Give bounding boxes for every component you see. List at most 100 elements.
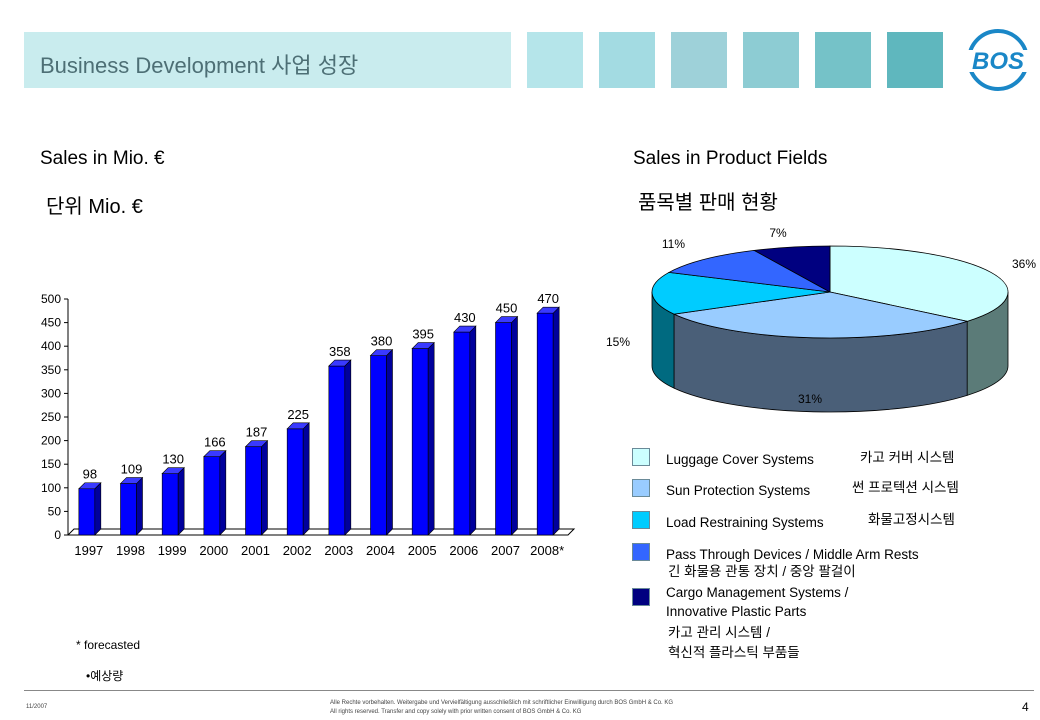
bar-side (302, 422, 310, 536)
bar-value-label: 109 (121, 462, 143, 477)
bar-side (219, 449, 227, 536)
legend-label-cargo-ko-line1: 카고 관리 시스템 / (668, 625, 770, 640)
bar-side (94, 482, 102, 536)
bar (495, 322, 512, 536)
legend-label-cargo-line2: Innovative Plastic Parts (666, 604, 807, 619)
bar-top (244, 440, 269, 448)
bar-side (344, 359, 352, 536)
y-tick-label: 150 (41, 457, 61, 471)
bar-value-label: 98 (83, 467, 97, 482)
legend-label-sun: Sun Protection Systems (666, 483, 811, 498)
pie-slice-label: 31% (798, 392, 822, 406)
bar-top (203, 450, 227, 457)
y-tick-label: 350 (41, 363, 61, 377)
footer-divider (24, 690, 1034, 691)
legend-swatch-load (632, 511, 650, 529)
pie-slice (651, 272, 831, 315)
x-tick-label: 2005 (408, 543, 437, 558)
y-tick-label: 50 (48, 504, 62, 518)
bar-top (369, 349, 394, 356)
bar-value-label: 225 (287, 407, 309, 422)
bar-value-label: 450 (496, 301, 518, 316)
bar-value-label: 380 (371, 334, 393, 349)
legend-label-pass: Pass Through Devices / Middle Arm Rests (666, 547, 919, 562)
bar-side (261, 440, 268, 536)
page-number: 4 (1022, 700, 1029, 714)
pie-slice-label: 7% (769, 226, 787, 240)
bar-side (177, 466, 185, 536)
bar-value-label: 358 (329, 344, 351, 359)
sales-bar-chart: 0 50 100 150 200 250 300 350 400 450 500 98 1997 109 1… (41, 291, 576, 558)
sales-heading: Sales in Mio. € (40, 148, 165, 169)
y-tick-label: 400 (41, 339, 61, 353)
bar (370, 355, 387, 536)
bos-logo: BOS (966, 29, 1030, 91)
x-tick-label: 1999 (158, 543, 187, 558)
pie-slice-label: 36% (1012, 257, 1036, 271)
legend-swatch-sun (632, 479, 650, 497)
legend-label-load-ko: 화물고정시스템 (868, 512, 955, 527)
bar-top (286, 422, 310, 430)
page-title: Business Development 사업 성장 (40, 53, 359, 78)
bar (536, 312, 554, 536)
bar-top (453, 325, 477, 333)
x-tick-label: 2002 (283, 543, 312, 558)
y-tick-label: 250 (41, 410, 61, 424)
bar-top (78, 482, 102, 490)
bar-top (328, 359, 352, 367)
x-tick-label: 2007 (491, 543, 520, 558)
footer-rights-en: All rights reserved. Transfer and copy s… (330, 709, 582, 715)
pie-slice (752, 245, 831, 293)
legend-label-luggage-ko: 카고 커버 시스템 (860, 450, 955, 465)
x-tick-label: 2001 (241, 543, 270, 558)
legend-label-pass-ko: 긴 화물용 관통 장치 / 중앙 팔걸이 (668, 564, 856, 579)
legend-label-luggage: Luggage Cover Systems (666, 452, 814, 467)
y-tick-label: 300 (41, 386, 61, 400)
pie-slice-label: 11% (662, 237, 685, 251)
bar-value-label: 470 (537, 291, 559, 306)
pie-slice (829, 245, 1009, 322)
bar-side (469, 325, 477, 536)
x-tick-label: 2008* (530, 543, 564, 558)
pie-slice (667, 249, 831, 293)
bos-logo-text: BOS (972, 48, 1024, 75)
legend-swatch-luggage (632, 448, 650, 466)
forecast-footnote-ko: •예상량 (86, 669, 124, 683)
x-tick-label: 1998 (116, 543, 145, 558)
title-bar (24, 32, 511, 88)
x-tick-label: 1997 (74, 543, 103, 558)
x-tick-label: 2003 (324, 543, 353, 558)
legend-label-load: Load Restraining Systems (666, 515, 824, 530)
x-tick-label: 2006 (449, 543, 478, 558)
legend-label-sun-ko: 썬 프로텍션 시스템 (852, 480, 959, 495)
y-tick-label: 200 (41, 434, 61, 448)
bar (286, 428, 304, 536)
product-fields-heading: Sales in Product Fields (633, 148, 828, 169)
legend-swatch-cargo (632, 588, 650, 606)
bar-side (511, 315, 518, 536)
bar (411, 348, 429, 536)
bar-top (536, 306, 560, 314)
legend-label-cargo-line1: Cargo Management Systems / (666, 585, 849, 600)
y-tick-label: 0 (54, 528, 61, 542)
bar-value-label: 187 (246, 425, 268, 440)
bar-side (427, 341, 435, 536)
bar-value-label: 166 (204, 435, 226, 450)
footer-date: 11/2007 (26, 704, 48, 710)
deco-block-5 (815, 32, 871, 88)
legend-swatch-pass (632, 543, 650, 561)
bar-value-label: 395 (412, 327, 434, 342)
bar-value-label: 430 (454, 310, 476, 325)
bar (453, 331, 471, 536)
y-tick-label: 500 (41, 292, 61, 306)
product-fields-heading-ko: 품목별 판매 현황 (638, 192, 778, 214)
bar-top (494, 316, 519, 323)
bar-side (552, 306, 560, 536)
bar (328, 365, 346, 536)
y-tick-label: 100 (41, 481, 61, 495)
bar-side (136, 476, 143, 536)
deco-block-2 (599, 32, 655, 88)
bar (245, 446, 262, 536)
deco-block-3 (671, 32, 727, 88)
deco-block-4 (743, 32, 799, 88)
